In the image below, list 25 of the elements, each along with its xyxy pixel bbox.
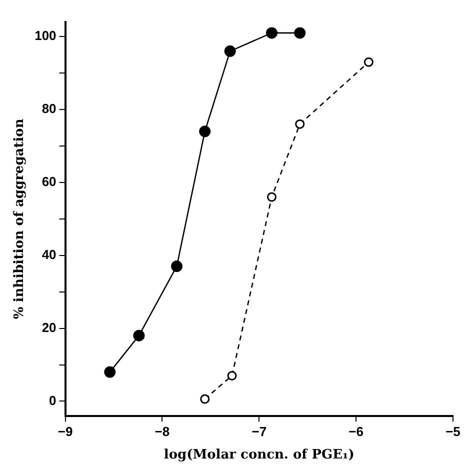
y-tick-label: 20 (42, 320, 56, 335)
point (133, 330, 145, 342)
x-tick-label: −9 (58, 424, 73, 440)
point (199, 126, 211, 138)
y-tick-label: 40 (42, 246, 56, 262)
point (295, 119, 305, 129)
point (266, 192, 276, 202)
y-tick-label: 0 (49, 392, 56, 408)
point (364, 57, 374, 67)
y-tick-label: 100 (34, 28, 56, 44)
x-tick-label: −5 (446, 424, 460, 440)
point (266, 27, 278, 39)
point (227, 370, 237, 380)
y-axis-title: % inhibition of aggregation (12, 118, 28, 320)
x-axis-title: log(Molar concn. of PGE₁) (164, 448, 354, 463)
point (200, 394, 210, 404)
point (294, 27, 306, 39)
y-tick-label: 60 (42, 174, 56, 190)
point (171, 260, 183, 272)
x-tick-label: −6 (348, 424, 364, 440)
x-tick-label: −8 (154, 424, 170, 440)
point (224, 45, 236, 57)
y-tick-label: 80 (42, 101, 56, 116)
x-tick-label: −7 (252, 424, 267, 440)
point (104, 366, 116, 378)
